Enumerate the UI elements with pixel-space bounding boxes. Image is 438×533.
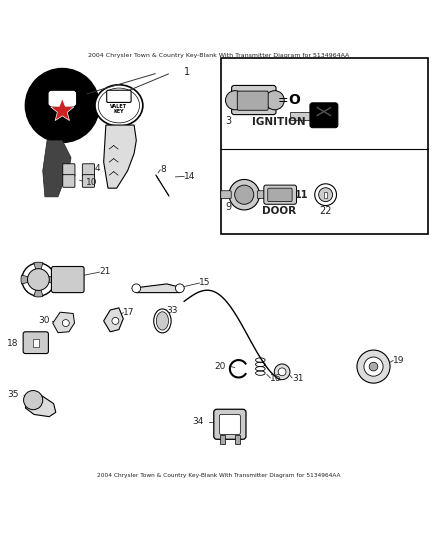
Polygon shape bbox=[104, 125, 136, 188]
Circle shape bbox=[25, 68, 99, 142]
Circle shape bbox=[235, 185, 254, 204]
FancyBboxPatch shape bbox=[268, 188, 292, 201]
Text: DOOR: DOOR bbox=[262, 206, 296, 216]
FancyBboxPatch shape bbox=[290, 112, 313, 120]
Text: 35: 35 bbox=[7, 390, 19, 399]
Wedge shape bbox=[34, 279, 43, 297]
Circle shape bbox=[315, 184, 336, 206]
FancyBboxPatch shape bbox=[310, 103, 338, 128]
Text: =: = bbox=[278, 94, 289, 107]
FancyBboxPatch shape bbox=[257, 191, 268, 199]
FancyBboxPatch shape bbox=[82, 164, 95, 176]
Text: 20: 20 bbox=[214, 362, 226, 371]
Circle shape bbox=[62, 320, 69, 327]
Ellipse shape bbox=[98, 88, 140, 123]
Bar bbox=[220, 435, 225, 444]
Circle shape bbox=[357, 350, 390, 383]
Circle shape bbox=[265, 91, 284, 110]
FancyBboxPatch shape bbox=[214, 409, 246, 439]
FancyBboxPatch shape bbox=[63, 175, 75, 187]
FancyBboxPatch shape bbox=[63, 164, 75, 176]
Circle shape bbox=[274, 364, 290, 379]
Circle shape bbox=[112, 318, 119, 325]
Circle shape bbox=[226, 91, 245, 110]
Text: 19: 19 bbox=[393, 356, 405, 365]
Polygon shape bbox=[25, 395, 56, 417]
Circle shape bbox=[319, 188, 332, 201]
Text: 3: 3 bbox=[226, 116, 232, 126]
Circle shape bbox=[24, 391, 43, 410]
Circle shape bbox=[132, 284, 141, 293]
Text: 2004 Chrysler Town & Country Key-Blank With Transmitter Diagram for 5134964AA: 2004 Chrysler Town & Country Key-Blank W… bbox=[97, 473, 341, 478]
FancyBboxPatch shape bbox=[49, 92, 75, 106]
Circle shape bbox=[364, 357, 383, 376]
FancyBboxPatch shape bbox=[232, 85, 276, 115]
FancyBboxPatch shape bbox=[264, 185, 297, 204]
Circle shape bbox=[22, 263, 55, 296]
Text: 14: 14 bbox=[184, 172, 195, 181]
Polygon shape bbox=[51, 99, 74, 120]
Ellipse shape bbox=[156, 312, 169, 330]
Text: 34: 34 bbox=[192, 417, 204, 426]
FancyBboxPatch shape bbox=[221, 191, 231, 199]
Bar bbox=[221, 58, 428, 234]
Text: 22: 22 bbox=[319, 206, 332, 216]
Text: 30: 30 bbox=[39, 317, 50, 326]
Polygon shape bbox=[43, 140, 71, 197]
Wedge shape bbox=[21, 275, 39, 284]
Polygon shape bbox=[53, 312, 74, 333]
FancyBboxPatch shape bbox=[51, 266, 84, 293]
Text: 2004 Chrysler Town & Country Key-Blank With Transmitter Diagram for 5134964AA: 2004 Chrysler Town & Country Key-Blank W… bbox=[88, 53, 350, 58]
FancyBboxPatch shape bbox=[82, 175, 95, 187]
Polygon shape bbox=[104, 308, 123, 332]
Text: 8: 8 bbox=[160, 165, 166, 174]
FancyBboxPatch shape bbox=[107, 90, 131, 102]
Polygon shape bbox=[132, 284, 184, 293]
FancyBboxPatch shape bbox=[237, 91, 268, 110]
Text: O: O bbox=[288, 93, 300, 107]
Text: 1: 1 bbox=[184, 67, 190, 77]
Text: 18: 18 bbox=[7, 339, 19, 348]
Bar bbox=[324, 192, 327, 198]
Ellipse shape bbox=[95, 85, 143, 126]
Bar bbox=[33, 339, 39, 347]
Ellipse shape bbox=[154, 309, 171, 333]
Wedge shape bbox=[39, 275, 56, 284]
Text: 4: 4 bbox=[95, 164, 101, 173]
Text: 17: 17 bbox=[123, 308, 135, 317]
Circle shape bbox=[176, 284, 184, 293]
Text: 11: 11 bbox=[295, 190, 308, 200]
Text: 10: 10 bbox=[86, 179, 98, 188]
Circle shape bbox=[28, 269, 49, 290]
Text: 16: 16 bbox=[270, 374, 282, 383]
Text: VALET
KEY: VALET KEY bbox=[110, 104, 127, 114]
Bar bbox=[235, 435, 240, 444]
Circle shape bbox=[229, 180, 259, 210]
Text: 15: 15 bbox=[199, 278, 211, 287]
Text: 31: 31 bbox=[292, 374, 304, 383]
FancyBboxPatch shape bbox=[23, 332, 48, 353]
Wedge shape bbox=[34, 262, 43, 279]
Text: 33: 33 bbox=[167, 305, 178, 314]
Text: 9: 9 bbox=[226, 203, 232, 212]
FancyBboxPatch shape bbox=[219, 415, 240, 434]
Circle shape bbox=[278, 368, 286, 376]
Circle shape bbox=[369, 362, 378, 371]
Text: 21: 21 bbox=[99, 267, 111, 276]
Text: IGNITION: IGNITION bbox=[252, 117, 306, 127]
